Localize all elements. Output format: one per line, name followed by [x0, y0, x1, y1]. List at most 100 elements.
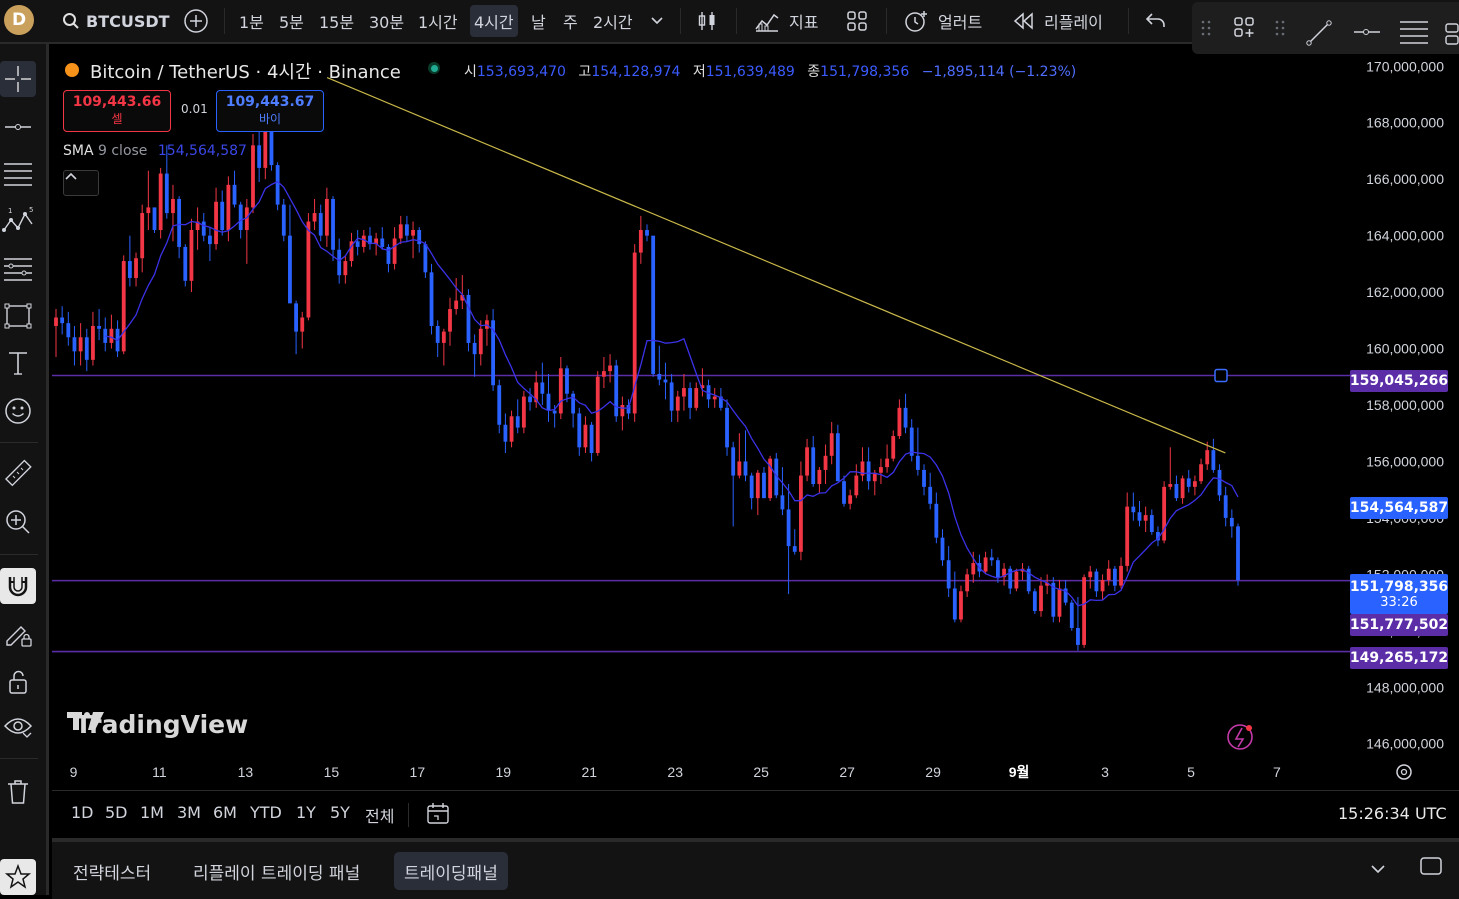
- time-axis-tick-label: 29: [925, 764, 941, 780]
- candle-body: [66, 323, 71, 338]
- crosshair-tool-button[interactable]: [0, 61, 36, 97]
- measure-tool-button[interactable]: [0, 456, 36, 492]
- interval-dropdown-button[interactable]: [650, 5, 664, 37]
- alert-button[interactable]: 얼러트: [903, 5, 982, 37]
- candle-body: [657, 373, 662, 380]
- fib-tool-button[interactable]: [0, 156, 36, 192]
- interval-2h[interactable]: 2시간: [593, 13, 633, 32]
- trend-line-tool-icon[interactable]: [1304, 18, 1334, 48]
- candle-body: [626, 405, 631, 414]
- object-tree-icon[interactable]: [1232, 15, 1256, 39]
- price-chart[interactable]: 170,000,000 168,000,000 166,000,000 164,000…: [52, 50, 1459, 790]
- buy-price: 109,443.67: [225, 94, 315, 110]
- plus-circle-icon: [184, 9, 208, 33]
- buy-label: 바이: [258, 112, 282, 126]
- horizontal-ray-tool-icon[interactable]: [1352, 22, 1382, 42]
- fib-lines-icon: [4, 163, 32, 186]
- symbol-search-button[interactable]: BTCUSDT: [62, 5, 170, 37]
- candle-body: [651, 235, 656, 374]
- range-5y[interactable]: 5Y: [330, 803, 350, 822]
- candle-body: [731, 447, 736, 476]
- candle-body: [571, 393, 576, 414]
- layouts-button[interactable]: [845, 5, 869, 37]
- sell-button[interactable]: 109,443.66 셀: [63, 90, 171, 132]
- candle-body: [1039, 585, 1043, 612]
- trend-line-drawing[interactable]: [326, 77, 1226, 454]
- alert-lightning-icon[interactable]: [1227, 724, 1253, 750]
- zoom-in-tool-button[interactable]: [0, 504, 36, 540]
- svg-text:1: 1: [8, 207, 12, 215]
- close-value: 151,798,356: [820, 64, 910, 80]
- drag-handle-icon[interactable]: [1200, 18, 1212, 38]
- user-avatar[interactable]: D: [4, 5, 34, 35]
- text-tool-button[interactable]: [0, 345, 36, 381]
- range-1y[interactable]: 1Y: [296, 803, 316, 822]
- go-to-date-button[interactable]: [425, 801, 451, 831]
- crosshair-icon: [5, 66, 31, 92]
- toolbar-divider: [680, 8, 681, 34]
- favorites-button[interactable]: [0, 859, 36, 895]
- axis-settings-icon-center: [1400, 768, 1408, 776]
- interval-30m[interactable]: 30분: [369, 13, 405, 32]
- utc-clock[interactable]: 15:26:34 UTC: [1338, 804, 1447, 823]
- candle-body: [515, 416, 520, 428]
- tab-trading-panel[interactable]: 트레이딩패널: [394, 852, 508, 890]
- interval-1w[interactable]: 주: [563, 13, 578, 32]
- candle-body: [1192, 481, 1197, 487]
- buy-button[interactable]: 109,443.67 바이: [216, 90, 324, 132]
- stay-in-drawing-mode-button[interactable]: [0, 616, 36, 652]
- indicators-button[interactable]: 지표: [754, 5, 818, 37]
- chart-type-button[interactable]: [695, 5, 719, 37]
- range-ytd[interactable]: YTD: [250, 803, 282, 822]
- replay-button[interactable]: 리플레이: [1013, 5, 1103, 37]
- emoji-tool-button[interactable]: [0, 393, 36, 429]
- compare-symbol-button[interactable]: [183, 5, 209, 37]
- sma-line[interactable]: [105, 180, 1239, 607]
- interval-1h[interactable]: 1시간: [418, 13, 458, 32]
- range-5d[interactable]: 5D: [105, 803, 128, 822]
- interval-5m[interactable]: 5분: [279, 13, 304, 32]
- range-all[interactable]: 전체: [365, 807, 395, 826]
- range-6m[interactable]: 6M: [213, 803, 237, 822]
- range-1m[interactable]: 1M: [140, 803, 164, 822]
- fib-retracement-tool-icon[interactable]: [1398, 19, 1430, 45]
- pencil-lock-icon: [6, 626, 32, 647]
- lock-drawings-button[interactable]: [0, 664, 36, 700]
- collapse-legend-button[interactable]: [63, 170, 99, 196]
- interval-1m[interactable]: 1분: [239, 13, 264, 32]
- candle-body: [940, 537, 945, 561]
- candle-body: [281, 204, 286, 236]
- maximize-panel-button[interactable]: [1419, 856, 1443, 880]
- remove-drawings-button[interactable]: [0, 774, 36, 810]
- undo-button[interactable]: [1145, 5, 1167, 37]
- interval-15m[interactable]: 15분: [319, 13, 355, 32]
- chart-pane[interactable]: 170,000,000 168,000,000 166,000,000 164,000…: [52, 50, 1459, 790]
- candle-body: [435, 325, 440, 343]
- drag-handle-icon[interactable]: [1274, 18, 1286, 38]
- range-3m[interactable]: 3M: [177, 803, 201, 822]
- line-anchor-handle[interactable]: [1214, 368, 1228, 383]
- sma-indicator-legend[interactable]: SMA 9 close 154,564,587: [63, 143, 247, 159]
- axis-settings-icon[interactable]: [1396, 764, 1412, 780]
- shape-tool-button[interactable]: [0, 298, 36, 334]
- candle-body: [318, 213, 323, 236]
- interval-4h-active[interactable]: 4시간: [470, 5, 518, 37]
- candle-body: [1168, 484, 1173, 487]
- range-1d[interactable]: 1D: [71, 803, 94, 822]
- candle-body: [1076, 627, 1080, 645]
- magnet-mode-button[interactable]: [0, 568, 36, 604]
- collapse-panel-button[interactable]: [1370, 860, 1386, 879]
- more-tools-icon[interactable]: [1444, 22, 1459, 48]
- candle-body: [1119, 565, 1123, 586]
- tradingview-watermark[interactable]: TradingView: [67, 710, 248, 739]
- hide-drawings-button[interactable]: [0, 709, 36, 745]
- tab-strategy-tester[interactable]: 전략테스터: [73, 863, 152, 884]
- candle-body: [1174, 484, 1179, 499]
- tab-replay-trading-panel[interactable]: 리플레이 트레이딩 패널: [193, 863, 361, 884]
- series-title[interactable]: Bitcoin / TetherUS · 4시간 · Binance: [90, 62, 401, 83]
- prediction-tool-button[interactable]: [0, 250, 36, 286]
- horizontal-line-tool-button[interactable]: [0, 109, 36, 145]
- interval-1d[interactable]: 날: [531, 13, 546, 32]
